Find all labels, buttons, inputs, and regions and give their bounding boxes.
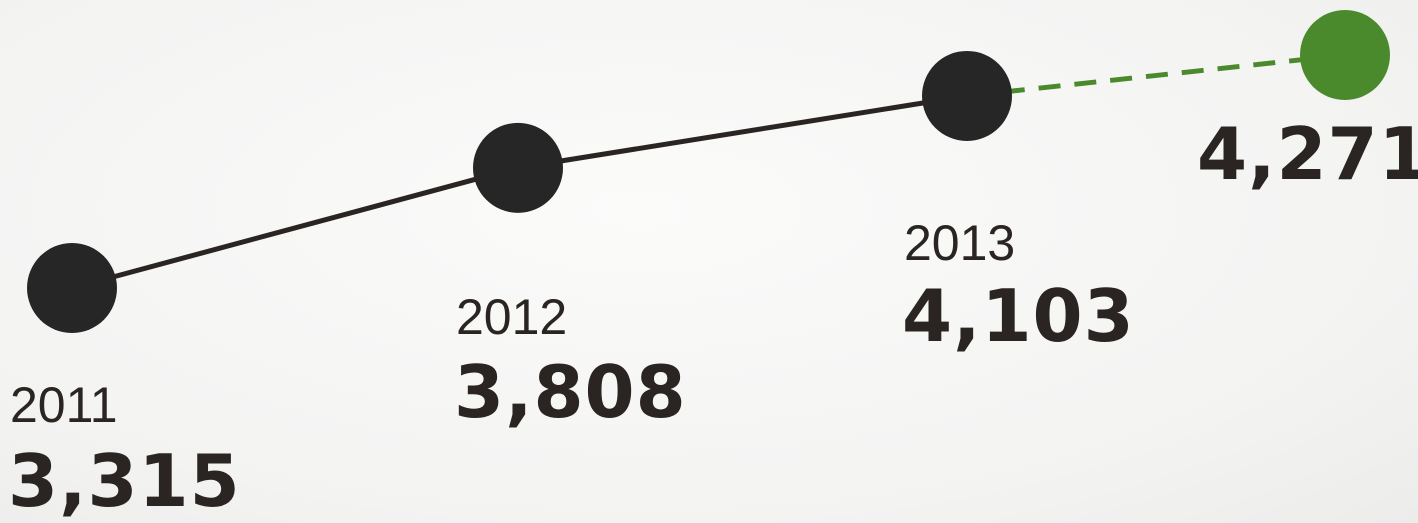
x-tick-label-2011: 2011 bbox=[10, 377, 118, 433]
series-line-segment-1 bbox=[517, 93, 968, 171]
data-label-2011: 3,315 bbox=[8, 439, 241, 523]
series-line-segment-0 bbox=[71, 165, 519, 291]
data-label-projected: 4,271 bbox=[1197, 112, 1418, 196]
data-point-2011 bbox=[27, 243, 117, 333]
data-point-2012 bbox=[473, 122, 563, 213]
projected-point-marker bbox=[1300, 10, 1390, 100]
x-tick-label-2013: 2013 bbox=[904, 215, 1016, 271]
x-tick-label-2012: 2012 bbox=[456, 289, 568, 345]
data-label-2012: 3,808 bbox=[454, 350, 687, 434]
projection-line-segment bbox=[966, 52, 1346, 99]
data-point-2013 bbox=[922, 50, 1012, 141]
data-label-2013: 4,103 bbox=[902, 274, 1135, 358]
